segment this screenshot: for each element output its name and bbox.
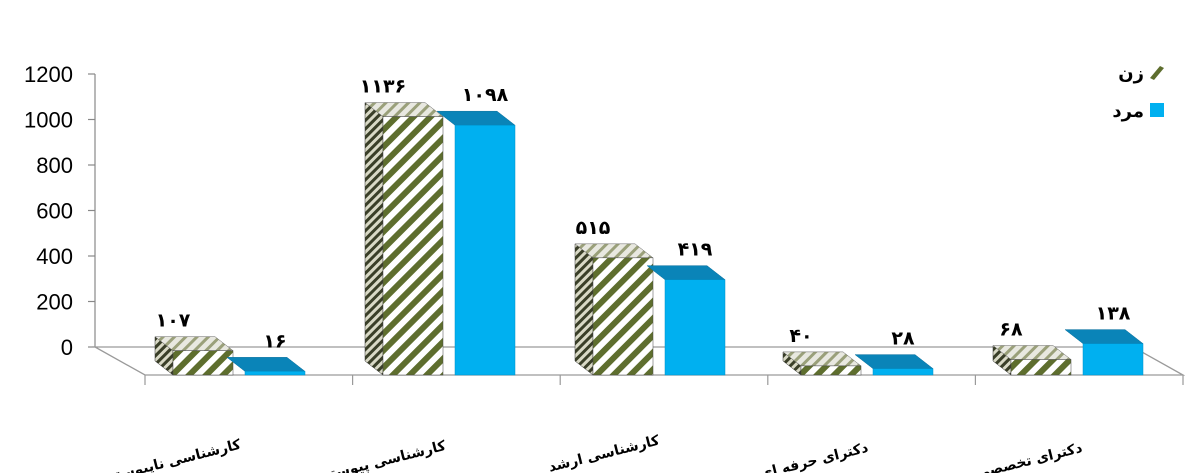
bar-zan: [574, 243, 654, 376]
y-tick-label: 600: [36, 199, 73, 224]
y-tick-label: 400: [36, 244, 73, 269]
bar-front-face: [592, 257, 654, 376]
data-label: ۱۰۹۸: [462, 84, 509, 106]
bar-series: [154, 102, 1144, 376]
legend-label: مرد: [1112, 101, 1144, 122]
legend-swatch-zan: [1150, 66, 1164, 80]
data-label: ۱۶: [263, 330, 286, 352]
bar-zan: [782, 351, 862, 376]
category-label: دکترای تخصصی: [974, 440, 1084, 473]
category-labels: کارشناسی ناپیوسته کارشناسی پیوسته کارشناسی…: [106, 432, 1085, 473]
bar-front-face: [664, 279, 726, 376]
data-label: ۵۱۵: [576, 217, 611, 239]
bar-mard: [436, 110, 516, 376]
y-tick-label: 1000: [24, 108, 73, 133]
bar-side-face: [364, 102, 384, 376]
bar-front-face: [872, 368, 934, 376]
bar-top-face: [646, 265, 726, 280]
bar-top-face: [436, 110, 516, 126]
chart-axes: [88, 73, 1185, 385]
legend-label: زن: [1118, 63, 1144, 84]
data-label: ۴۱۹: [678, 239, 713, 261]
data-label: ۱۳۸: [1096, 303, 1131, 325]
bar-side-face: [574, 243, 594, 376]
data-label: ۴۰: [789, 325, 812, 347]
y-tick-label: 0: [61, 335, 73, 360]
bar-zan: [992, 345, 1072, 376]
category-label: کارشناسی پیوسته: [321, 438, 449, 473]
y-tick-label: 800: [36, 153, 73, 178]
bar-front-face: [1010, 359, 1072, 376]
y-tick-label: 1200: [24, 62, 73, 87]
data-labels: ۱۰۷ ۱۱۳۶ ۵۱۵ ۴۰ ۶۸ ۱۶ ۱۰۹۸ ۴۱۹ ۲۸ ۱۳۸: [156, 76, 1131, 353]
category-label: دکترای حرفه ای: [758, 440, 870, 473]
bar-mard: [646, 265, 726, 376]
bar-top-face: [854, 354, 934, 369]
y-tick-label: 200: [36, 290, 73, 315]
data-label: ۱۰۷: [156, 310, 191, 332]
bar-mard: [854, 354, 934, 376]
legend: زن مرد: [1112, 63, 1164, 122]
bar-zan: [154, 336, 234, 376]
bar-front-face: [1082, 343, 1144, 376]
legend-swatch-mard: [1150, 103, 1164, 117]
data-label: ۶۸: [999, 319, 1023, 341]
bar-front-face: [800, 365, 862, 376]
bar-mard: [226, 357, 306, 376]
bar-front-face: [454, 124, 516, 376]
y-tick-labels: 0 200 400 600 800 1000 1200: [24, 62, 73, 360]
data-label: ۱۱۳۶: [360, 76, 406, 98]
bar-front-face: [172, 350, 234, 376]
bar-top-face: [1064, 329, 1144, 344]
category-label: کارشناسی ناپیوسته: [106, 437, 244, 473]
bar-front-face: [244, 371, 306, 376]
category-label: کارشناسی ارشد: [547, 432, 662, 473]
data-label: ۲۸: [891, 328, 915, 350]
bar-mard: [1064, 329, 1144, 376]
bar-zan: [364, 102, 444, 376]
bar-front-face: [382, 116, 444, 376]
bar-top-face: [226, 357, 306, 372]
